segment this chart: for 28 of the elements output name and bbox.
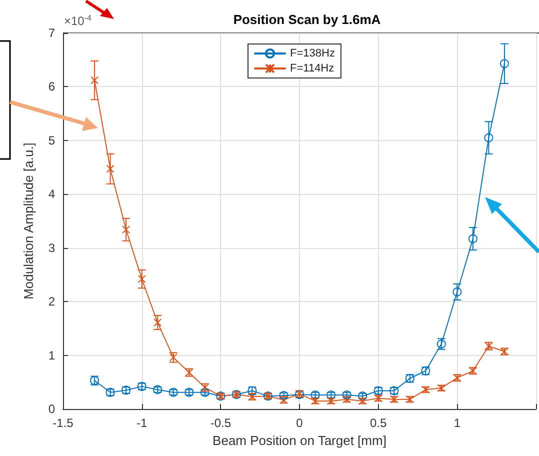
x-tick-label: 0 (296, 416, 304, 430)
x-tick-label: -1.5 (52, 416, 74, 430)
x-tick-label: -0.5 (210, 416, 232, 430)
y-tick-label: 6 (48, 80, 56, 94)
point (500, 59, 509, 68)
point (90, 76, 99, 84)
legend-label: F=138Hz (290, 48, 335, 60)
x-tick-label: -1 (136, 416, 148, 430)
point (326, 396, 336, 405)
point (374, 394, 383, 402)
y-tick-label: 5 (48, 133, 56, 148)
legend-label: F=114Hz (290, 62, 334, 74)
y-tick-label: 7 (48, 26, 56, 40)
point (358, 396, 368, 405)
y-tick-label: 0 (48, 402, 56, 416)
x-tick-label: 0.5 (370, 416, 387, 430)
y-tick-label: 1 (48, 348, 56, 362)
point (248, 392, 257, 401)
y-tick-label: 2 (48, 294, 56, 309)
y-tick-label: 4 (48, 187, 56, 202)
y-tick-label: 3 (48, 240, 56, 255)
point (310, 396, 320, 405)
x-axis-title: Beam Position on Target [mm] (212, 432, 386, 448)
point (106, 164, 114, 173)
x-tick-label: 1 (454, 416, 461, 430)
y-axis-title: Modulation Amplitude [a.u.] (21, 142, 36, 300)
point (484, 133, 494, 142)
chart-title: Position Scan by 1.6mA (233, 12, 382, 27)
